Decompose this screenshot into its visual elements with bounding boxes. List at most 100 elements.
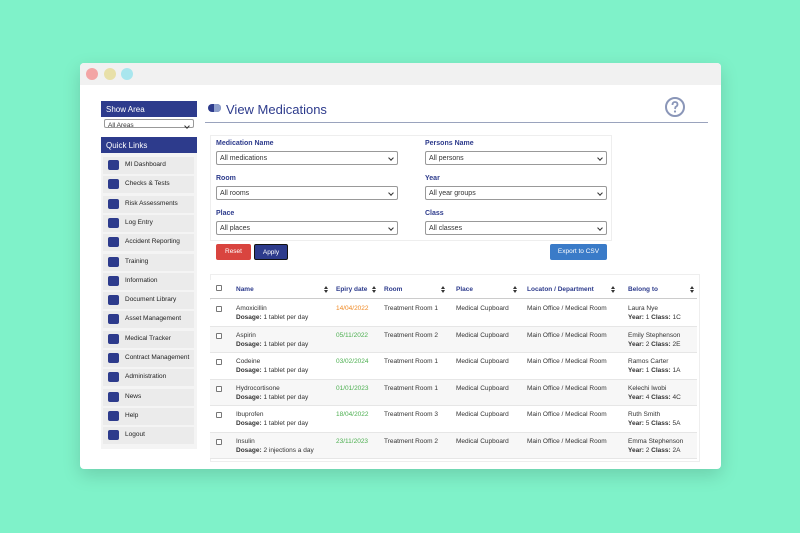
dosage-label: Dosage: xyxy=(236,446,262,454)
year-value: 1 xyxy=(645,314,650,321)
row-checkbox[interactable] xyxy=(216,385,222,392)
sort-down xyxy=(611,290,615,293)
dosage: Dosage: 1 tablet per day xyxy=(236,341,308,348)
location: Main Office / Medical Room xyxy=(527,437,607,445)
menu-item[interactable]: Medical Tracker xyxy=(103,330,194,348)
menu-icon xyxy=(108,275,119,286)
year-label: Year: xyxy=(628,367,644,374)
filter-label: Year xyxy=(425,175,440,182)
menu-icon xyxy=(108,198,119,209)
show-area-header: Show Area xyxy=(101,101,197,117)
menu-icon xyxy=(108,430,119,441)
year-value: 2 xyxy=(645,446,650,454)
location: Main Office / Medical Room xyxy=(527,358,607,365)
menu-icon xyxy=(108,256,119,267)
export-button[interactable]: Export to CSV xyxy=(550,244,607,260)
menu-item[interactable]: Document Library xyxy=(103,292,194,310)
menu-item[interactable]: Asset Management xyxy=(103,311,194,329)
location: Main Office / Medical Room xyxy=(527,411,607,418)
maximize-button[interactable] xyxy=(121,68,133,80)
location: Main Office / Medical Room xyxy=(527,331,607,339)
help-icon[interactable] xyxy=(665,97,685,117)
reset-button[interactable]: Reset xyxy=(216,244,251,260)
class-value: 2A xyxy=(672,446,681,454)
menu-icon xyxy=(108,314,119,325)
medication-name: Amoxicillin xyxy=(236,305,267,312)
menu-icon xyxy=(108,410,119,421)
expiry-date: 05/11/2022 xyxy=(336,331,369,339)
filter-select[interactable]: All classes xyxy=(425,221,607,235)
room: Treatment Room 2 xyxy=(384,437,438,445)
sort-down xyxy=(372,290,376,293)
menu-item[interactable]: MI Dashboard xyxy=(103,157,194,174)
table-header xyxy=(210,280,697,299)
row-checkbox[interactable] xyxy=(216,306,222,312)
column-header[interactable]: Epiry date xyxy=(336,286,368,293)
table-row xyxy=(210,379,697,406)
year-value: 4 xyxy=(645,393,650,401)
row-checkbox[interactable] xyxy=(216,438,222,445)
menu-item[interactable]: Help xyxy=(103,407,194,425)
select-all-checkbox[interactable] xyxy=(216,285,222,291)
filter-select[interactable]: All year groups xyxy=(425,186,607,200)
room: Treatment Room 1 xyxy=(384,358,438,365)
menu-item[interactable]: News xyxy=(103,388,194,406)
medication-name: Ibuprofen xyxy=(236,411,264,418)
menu-icon xyxy=(108,179,119,190)
close-button[interactable] xyxy=(86,68,98,80)
column-header[interactable]: Locaton / Department xyxy=(527,286,594,293)
menu-item[interactable]: Information xyxy=(103,272,194,290)
filter-label: Place xyxy=(216,210,235,217)
place: Medical Cupboard xyxy=(456,437,509,445)
room: Treatment Room 3 xyxy=(384,411,438,418)
year-class: Year: 5 Class: 5A xyxy=(628,420,680,427)
class-label: Class: xyxy=(651,314,671,321)
year-label: Year: xyxy=(628,340,644,348)
table-row xyxy=(210,406,697,433)
menu-item[interactable]: Log Entry xyxy=(103,214,194,232)
class-value: 4C xyxy=(672,393,681,401)
filter-select[interactable]: All persons xyxy=(425,151,607,165)
menu-item[interactable]: Training xyxy=(103,253,194,271)
sort-up xyxy=(513,286,517,289)
filter-select[interactable]: All medications xyxy=(216,151,398,165)
column-header[interactable]: Belong to xyxy=(628,286,658,293)
area-select[interactable]: All Areas xyxy=(104,119,194,129)
dosage: Dosage: 2 injections a day xyxy=(236,447,314,454)
row-checkbox[interactable] xyxy=(216,359,222,365)
minimize-button[interactable] xyxy=(104,68,116,80)
sort-up xyxy=(441,286,445,289)
apply-button[interactable]: Apply xyxy=(254,244,288,260)
table-row xyxy=(210,432,697,459)
menu-item[interactable]: Logout xyxy=(103,427,194,445)
menu-icon xyxy=(108,391,119,402)
row-checkbox[interactable] xyxy=(216,332,222,339)
dosage-label: Dosage: xyxy=(236,393,262,401)
dosage-value: 1 tablet per day xyxy=(263,340,309,348)
menu-icon xyxy=(108,372,119,383)
row-checkbox[interactable] xyxy=(216,412,222,418)
menu-item[interactable]: Contract Management xyxy=(103,350,194,367)
dosage: Dosage: 1 tablet per day xyxy=(236,367,308,374)
room: Treatment Room 2 xyxy=(384,331,438,339)
place: Medical Cupboard xyxy=(456,305,509,312)
year-label: Year: xyxy=(628,420,644,427)
filter-select[interactable]: All rooms xyxy=(216,186,398,200)
menu-item[interactable]: Risk Assessments xyxy=(103,195,194,213)
room: Treatment Room 1 xyxy=(384,305,438,312)
year-value: 2 xyxy=(645,340,650,348)
menu-item[interactable]: Accident Reporting xyxy=(103,234,194,252)
dosage-value: 1 tablet per day xyxy=(263,314,309,321)
column-header[interactable]: Name xyxy=(236,286,254,293)
column-header[interactable]: Room xyxy=(384,286,403,293)
menu-item[interactable]: Checks & Tests xyxy=(103,176,194,194)
menu-item[interactable]: Administration xyxy=(103,369,194,387)
year-value: 5 xyxy=(645,420,650,427)
medication-name: Codeine xyxy=(236,358,261,365)
column-header[interactable]: Place xyxy=(456,286,473,293)
filter-select[interactable]: All places xyxy=(216,221,398,235)
year-class: Year: 1 Class: 1A xyxy=(628,367,680,374)
class-label: Class: xyxy=(651,420,671,427)
year-class: Year: 4 Class: 4C xyxy=(628,394,681,401)
